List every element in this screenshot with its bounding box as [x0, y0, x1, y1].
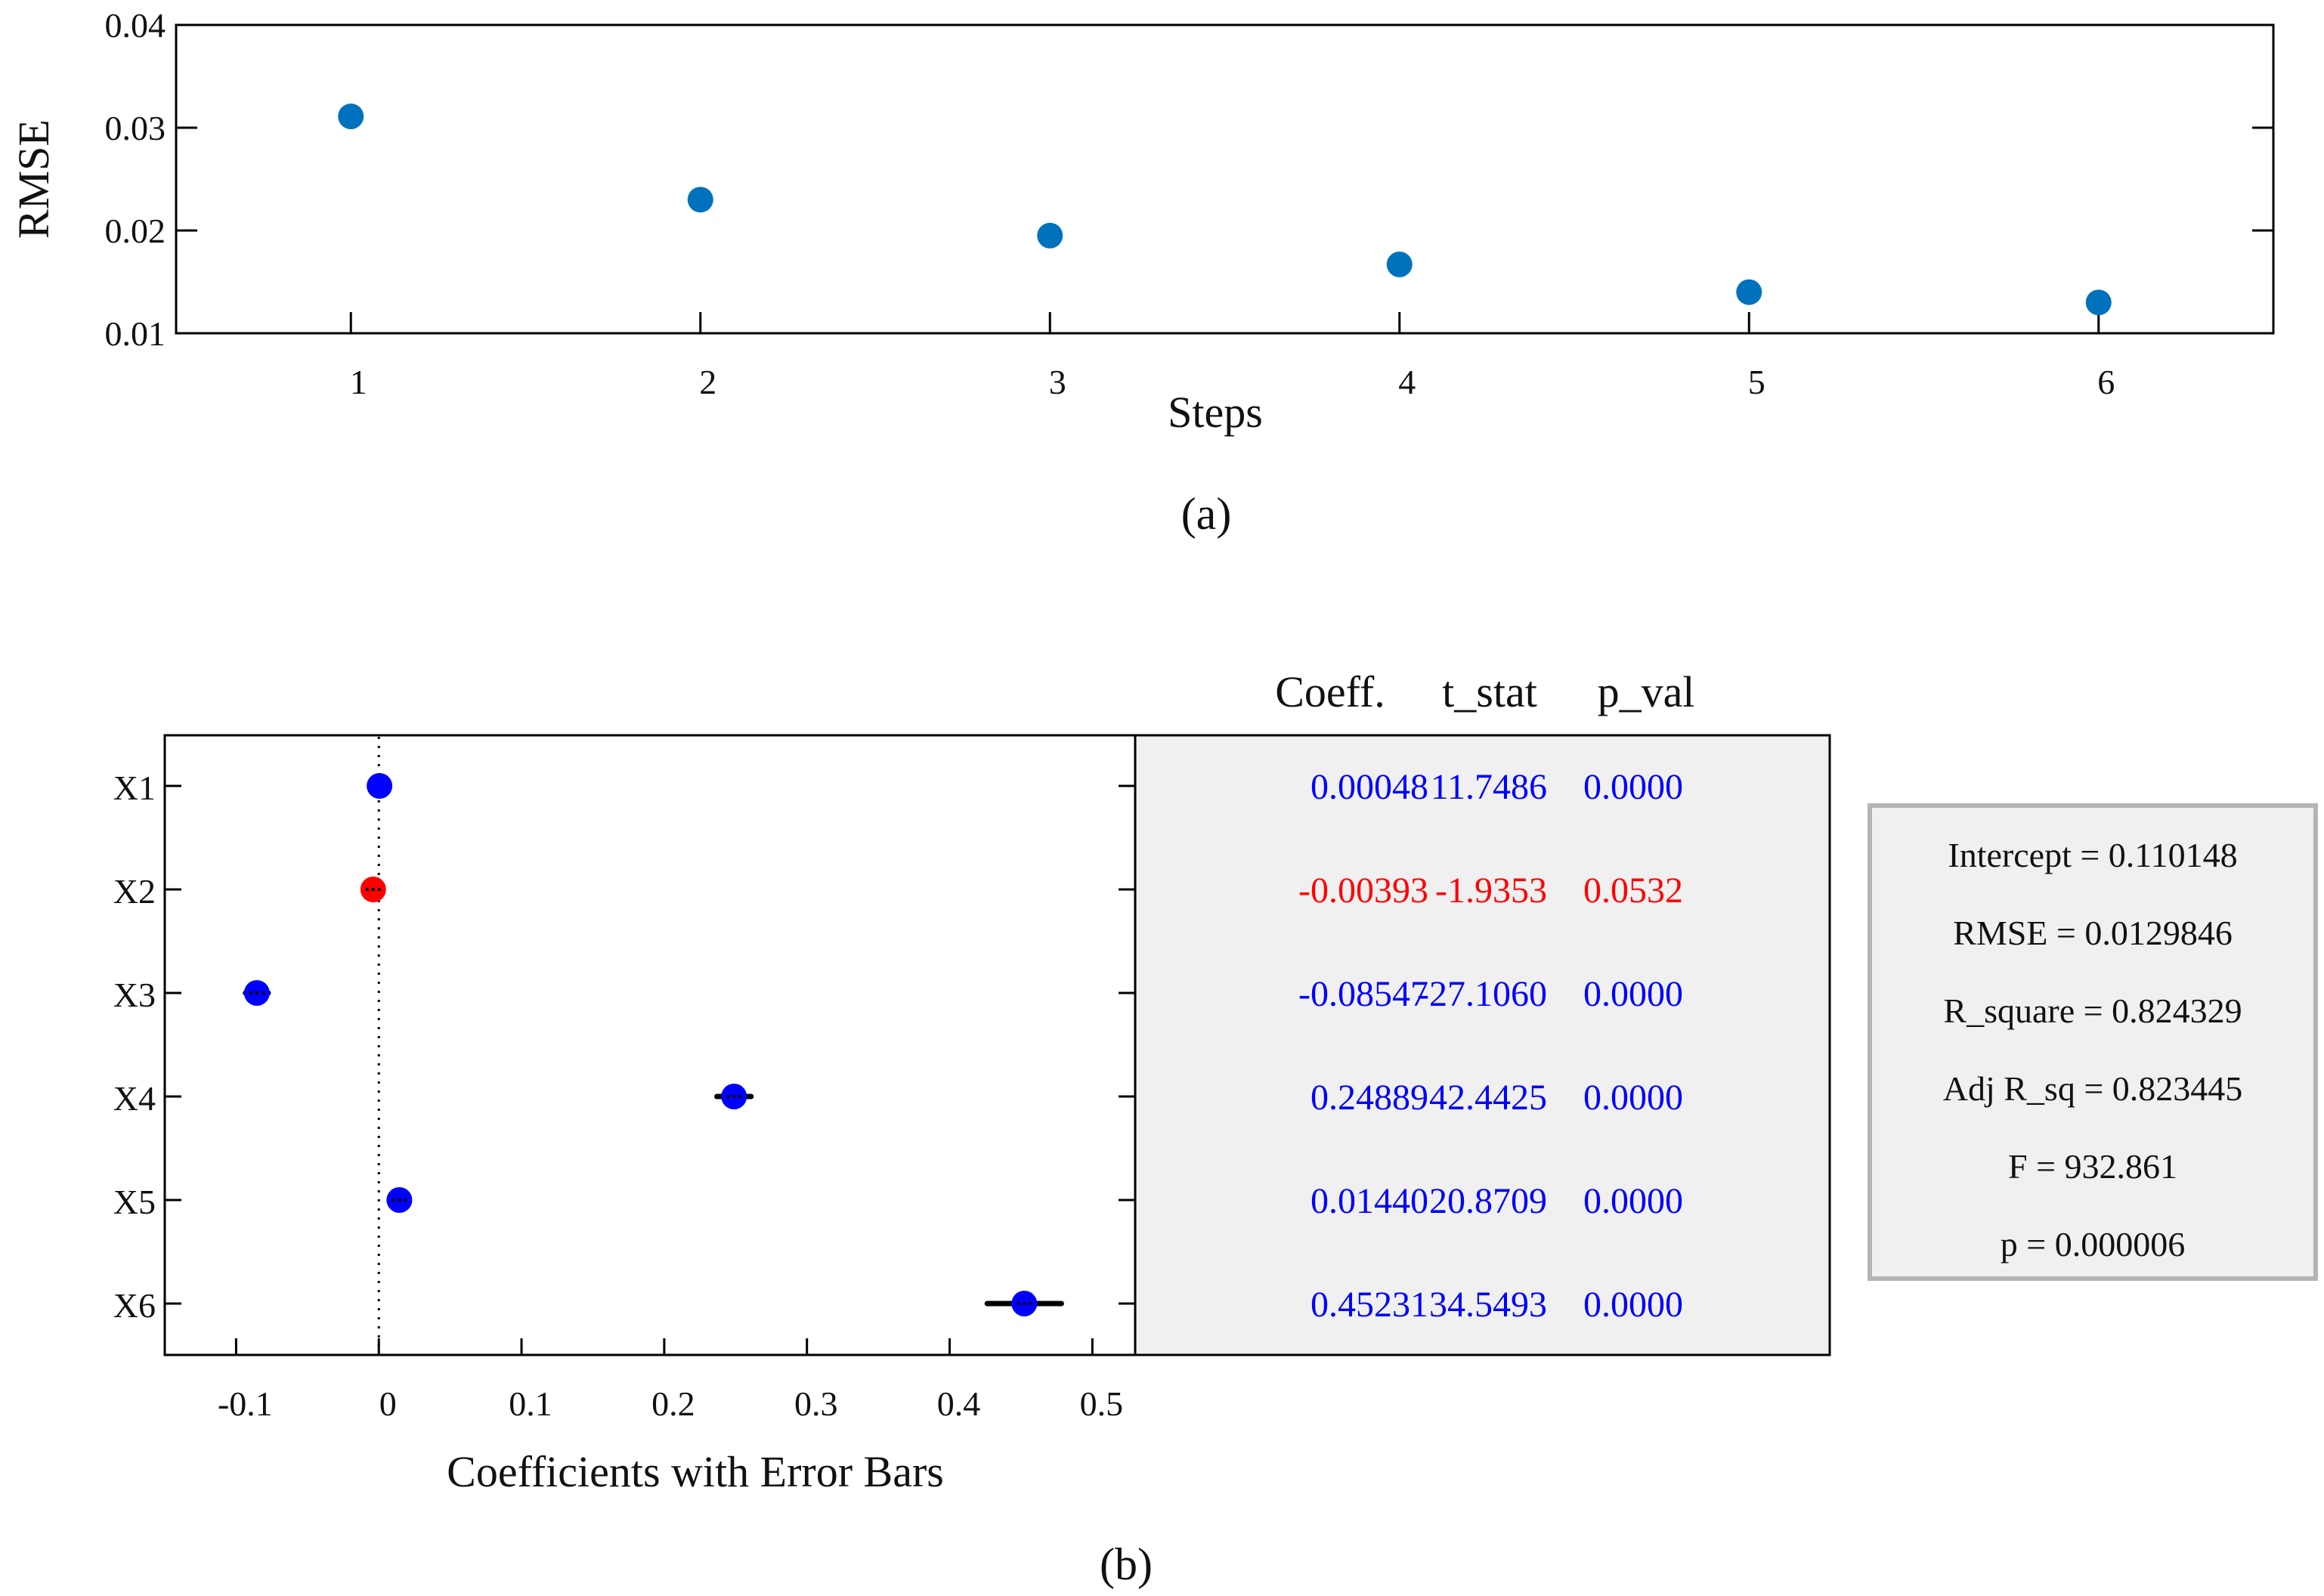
- panel-b-x-tick-label: 0.1: [509, 1384, 552, 1423]
- panel-a-y-tick-label: 0.02: [105, 212, 166, 250]
- panel-b-x-tick-label: 0.5: [1080, 1384, 1124, 1423]
- statistics-box-frame: [1868, 803, 2318, 1281]
- panel-b-x-axis-label: Coefficients with Error Bars: [447, 1447, 944, 1496]
- table-cell-p-val: 0.0000: [1583, 1285, 1683, 1325]
- panel-b-x-tick-label: 0.4: [937, 1384, 981, 1423]
- panel-b-x-tick-label: 0: [379, 1384, 397, 1423]
- panel-b-coefficient-plot: -0.1 0 0.1 0.2 0.3 0.4 0.5 X1 X2 X3 X4 X5 X6 Coeffi…: [113, 667, 2318, 1589]
- statistics-line: p = 0.000006: [2001, 1225, 2185, 1264]
- panel-a-data-point: [1386, 251, 1413, 277]
- panel-b-caption: (b): [1100, 1539, 1153, 1589]
- panel-b-x-tick-label: 0.2: [651, 1384, 695, 1423]
- panel-a-x-tick-label: 6: [2097, 363, 2115, 401]
- panel-a-data-point: [338, 104, 364, 130]
- panel-b-category-label: X1: [113, 769, 156, 807]
- table-header-t-stat: t_stat: [1442, 667, 1537, 716]
- table-header-p-val: p_val: [1598, 667, 1695, 716]
- table-cell-coeff: -0.08547: [1298, 974, 1428, 1014]
- panel-b-category-label: X4: [113, 1079, 156, 1118]
- table-cell-p-val: 0.0000: [1583, 1181, 1683, 1221]
- table-cell-t-stat: 20.8709: [1429, 1181, 1547, 1221]
- panel-a-y-tick-label: 0.04: [105, 6, 166, 45]
- panel-a-rmse-plot: 0.01 0.02 0.03 0.04 1 2 3 4 5 6 Steps RMSE (a): [9, 6, 2275, 539]
- statistics-box: Intercept = 0.110148 RMSE = 0.0129846 R_sq…: [1868, 803, 2318, 1281]
- panel-a-data-point: [1037, 222, 1063, 249]
- table-cell-coeff: 0.45231: [1311, 1285, 1428, 1325]
- table-cell-t-stat: -27.1060: [1417, 974, 1547, 1014]
- table-cell-coeff: -0.00393: [1298, 871, 1428, 911]
- panel-b-coefficient-point: [367, 773, 393, 799]
- table-cell-p-val: 0.0000: [1583, 767, 1683, 807]
- panel-b-x-ticks: -0.1 0 0.1 0.2 0.3 0.4 0.5: [218, 1338, 1123, 1423]
- panel-a-y-tick-label: 0.03: [105, 109, 166, 147]
- table-cell-p-val: 0.0000: [1583, 974, 1683, 1014]
- panel-b-x-tick-label: -0.1: [218, 1384, 273, 1423]
- table-header-coeff: Coeff.: [1275, 667, 1385, 716]
- table-cell-coeff: 0.01440: [1311, 1181, 1428, 1221]
- panel-a-x-axis-label: Steps: [1168, 388, 1263, 437]
- panel-a-points: [338, 104, 2112, 316]
- coefficient-table-box: [1134, 734, 1831, 1356]
- panel-a-x-tick-label: 2: [699, 363, 716, 401]
- panel-b-category-label: X5: [113, 1183, 156, 1221]
- panel-a-y-axis-label: RMSE: [9, 119, 58, 239]
- panel-a-x-tick-label: 3: [1049, 363, 1066, 401]
- panel-b-category-label: X2: [113, 872, 156, 911]
- table-cell-coeff: 0.00048: [1311, 767, 1428, 807]
- statistics-lines: Intercept = 0.110148 RMSE = 0.0129846 R_sq…: [1943, 836, 2243, 1264]
- panel-b-category-label: X6: [113, 1286, 156, 1325]
- table-cell-t-stat: 34.5493: [1429, 1285, 1547, 1325]
- coefficient-table-rows: 0.00048 11.7486 0.0000 -0.00393 -1.9353 0.053…: [1298, 767, 1683, 1325]
- panel-b-y-ticks: X1 X2 X3 X4 X5 X6: [113, 769, 1135, 1325]
- panel-b-x-tick-label: 0.3: [794, 1384, 838, 1423]
- table-cell-p-val: 0.0000: [1583, 1078, 1683, 1118]
- statistics-line: Intercept = 0.110148: [1948, 836, 2237, 874]
- statistics-line: F = 932.861: [2008, 1147, 2177, 1186]
- panel-b-category-label: X3: [113, 976, 156, 1014]
- table-cell-coeff: 0.24889: [1311, 1078, 1428, 1118]
- table-cell-t-stat: 11.7486: [1431, 767, 1547, 807]
- table-cell-t-stat: 42.4425: [1429, 1078, 1547, 1118]
- panel-a-x-ticks: 1 2 3 4 5 6: [349, 312, 2115, 401]
- statistics-line: R_square = 0.824329: [1943, 991, 2242, 1030]
- table-cell-t-stat: -1.9353: [1435, 871, 1547, 911]
- panel-a-data-point: [687, 187, 713, 213]
- table-cell-p-val: 0.0532: [1583, 871, 1683, 911]
- panel-a-data-point: [1736, 279, 1762, 305]
- panel-a-x-tick-label: 1: [350, 363, 367, 401]
- panel-a-caption: (a): [1181, 489, 1232, 539]
- panel-a-data-point: [2085, 289, 2112, 316]
- statistics-line: RMSE = 0.0129846: [1953, 914, 2233, 952]
- panel-a-x-tick-label: 5: [1748, 363, 1765, 401]
- panel-b-axes-box: [163, 734, 1137, 1356]
- panel-a-axes-box: [175, 23, 2275, 335]
- coefficient-table: Coeff. t_stat p_val 0.00048 11.7486 0.0000…: [1134, 667, 1831, 1356]
- panel-a-y-ticks: 0.01 0.02 0.03 0.04: [105, 6, 2273, 353]
- panel-a-x-tick-label: 4: [1398, 363, 1416, 401]
- statistics-line: Adj R_sq = 0.823445: [1943, 1069, 2243, 1108]
- panel-a-y-tick-label: 0.01: [105, 314, 166, 353]
- panel-b-points: [243, 773, 1064, 1316]
